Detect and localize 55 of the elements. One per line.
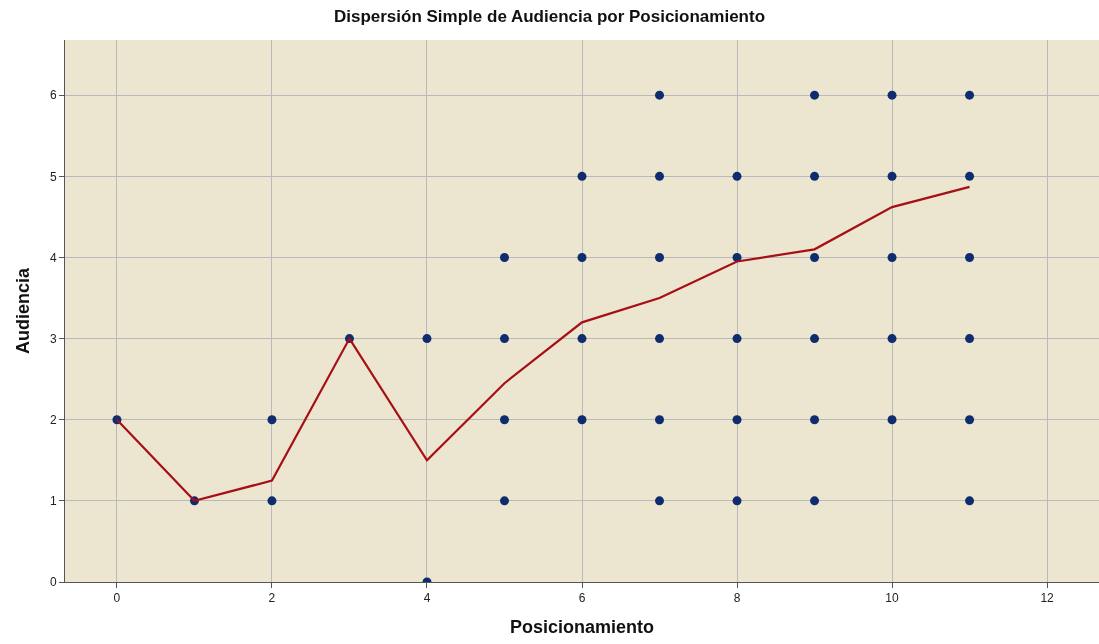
point: [887, 90, 897, 100]
point: [810, 90, 820, 100]
point: [577, 334, 587, 344]
point: [810, 496, 820, 506]
y-tick-label: 2: [49, 412, 57, 427]
point: [577, 415, 587, 425]
point: [810, 252, 820, 262]
point: [810, 334, 820, 344]
point: [732, 415, 742, 425]
point: [965, 171, 975, 181]
point: [732, 496, 742, 506]
point: [655, 496, 665, 506]
x-tick-label: 8: [733, 591, 741, 606]
point: [887, 252, 897, 262]
y-tick-label: 1: [49, 494, 57, 509]
point: [810, 171, 820, 181]
point: [965, 252, 975, 262]
point: [887, 415, 897, 425]
x-tick-label: 0: [113, 591, 121, 606]
point: [655, 415, 665, 425]
y-tick-label: 6: [49, 88, 57, 103]
point: [965, 415, 975, 425]
point: [965, 90, 975, 100]
point: [732, 171, 742, 181]
point: [965, 334, 975, 344]
y-tick-label: 5: [49, 169, 57, 184]
x-tick-label: 4: [423, 591, 431, 606]
point: [887, 171, 897, 181]
x-axis-title: Posicionamiento: [509, 616, 655, 637]
point: [499, 415, 509, 425]
point: [655, 252, 665, 262]
point: [732, 334, 742, 344]
point: [810, 415, 820, 425]
y-tick-label: 4: [49, 250, 57, 265]
x-tick-label: 12: [1040, 591, 1055, 606]
y-tick-label: 0: [49, 575, 57, 590]
point: [965, 496, 975, 506]
y-tick-label: 3: [49, 331, 57, 346]
chart-title: Dispersión Simple de Audiencia por Posicionamiento: [333, 6, 766, 26]
point: [267, 496, 277, 506]
point: [499, 252, 509, 262]
point: [887, 334, 897, 344]
x-tick-label: 6: [578, 591, 586, 606]
point: [499, 496, 509, 506]
point: [267, 415, 277, 425]
x-tick-label: 2: [268, 591, 276, 606]
x-tick-label: 10: [885, 591, 900, 606]
point: [655, 171, 665, 181]
point: [422, 334, 432, 344]
point: [655, 90, 665, 100]
point: [577, 252, 587, 262]
point: [577, 171, 587, 181]
point: [655, 334, 665, 344]
y-axis-title: Audiencia: [13, 267, 34, 355]
point: [499, 334, 509, 344]
